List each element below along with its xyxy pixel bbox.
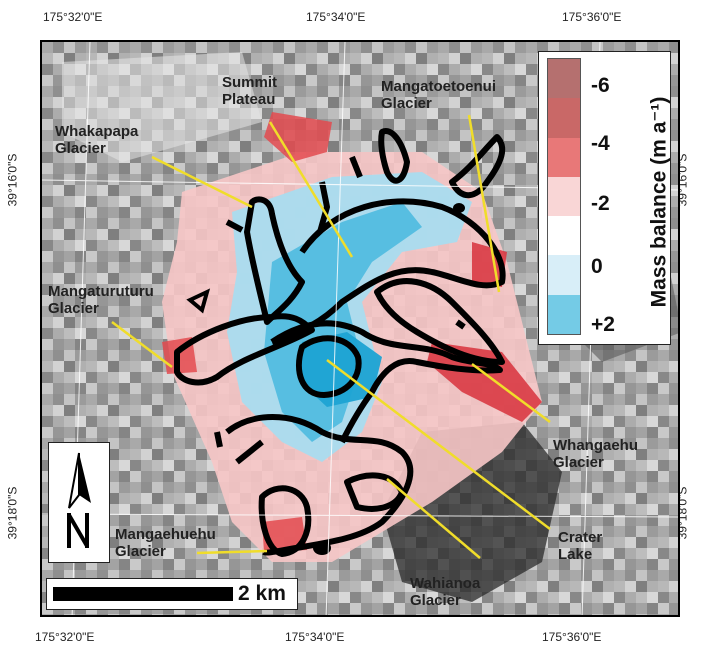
legend-tick: -4 (591, 132, 610, 155)
lon-label-bottom-2: 175°34'0"E (285, 630, 345, 644)
mass-balance-legend: -6 -4 -2 0 +2 Mass balance (m a⁻¹) (538, 51, 671, 345)
lon-label-bottom-3: 175°36'0"E (542, 630, 602, 644)
whakapapa-outline (244, 196, 305, 325)
loss-zone-red-north (264, 112, 332, 162)
legend-swatch (548, 294, 580, 334)
lat-label-left-1: 39°16'0"S (5, 153, 20, 207)
leader-mangaturuturu (111, 321, 173, 368)
glacier-outlines (174, 128, 506, 557)
west-fragment-outline (186, 288, 211, 314)
legend-tick: 0 (591, 255, 603, 278)
lat-label-left-2: 39°18'0"S (5, 486, 20, 540)
leader-whangaehu (471, 362, 551, 424)
legend-swatch (548, 98, 580, 138)
crater-lake-outline (296, 335, 362, 398)
fragment-small-2 (349, 155, 363, 179)
scale-bar-label: 2 km (238, 582, 286, 605)
fragment-small-4 (214, 431, 223, 448)
label-crater-lake: Crater Lake (558, 529, 603, 563)
lon-label-top-1: 175°32'0"E (43, 10, 103, 24)
leader-whakapapa (151, 155, 253, 209)
mangatoetoenui-outline (449, 134, 506, 199)
leader-lines (111, 114, 551, 559)
legend-title: Mass balance (m a⁻¹) (647, 96, 671, 308)
fragment-small-5 (235, 439, 264, 465)
legend-swatch (548, 176, 580, 217)
label-wahianoa-glacier: Wahianoa Glacier (410, 575, 481, 609)
label-whangaehu-glacier: Whangaehu Glacier (553, 437, 638, 471)
lon-label-top-2: 175°34'0"E (306, 10, 366, 24)
whangaehu-outline (374, 278, 505, 365)
legend-swatch (548, 59, 580, 99)
legend-tick: +2 (591, 313, 615, 336)
legend-swatch (548, 216, 580, 256)
leader-wahianoa (386, 478, 481, 559)
fragment-small-3 (225, 219, 244, 233)
southern-blob-1 (313, 541, 331, 555)
mangaturuturu-outline (174, 313, 315, 386)
map-canvas (42, 42, 678, 615)
fragment-small-6 (455, 319, 466, 330)
fragment-small-1 (317, 181, 330, 233)
northern-fragment-outline (378, 128, 410, 184)
label-mangatoetoenui-glacier: Mangatoetoenui Glacier (381, 78, 496, 112)
scale-bar: 2 km (46, 578, 298, 610)
light-terrain-north (62, 52, 262, 162)
leader-summit (268, 121, 354, 258)
main-lobe-outline (270, 320, 503, 444)
leader-mangatoetoenui (467, 114, 501, 293)
legend-tick: -6 (591, 74, 610, 97)
leader-mangaehuehu (196, 549, 268, 555)
label-whakapapa-glacier: Whakapapa Glacier (55, 123, 139, 157)
label-mangaturuturu-glacier: Mangaturuturu Glacier (48, 283, 154, 317)
leader-crater (326, 359, 551, 530)
legend-swatch (548, 255, 580, 295)
summit-plateau-outline (271, 198, 506, 345)
label-mangaehuehu-glacier: Mangaehuehu Glacier (115, 526, 216, 560)
scale-bar-graphic (53, 587, 233, 601)
north-arrow-icon (67, 452, 91, 548)
label-summit-plateau: Summit Plateau (222, 74, 278, 108)
mangaehuehu-outline (258, 485, 312, 557)
lon-label-top-3: 175°36'0"E (562, 10, 622, 24)
southern-blob-2 (453, 203, 465, 213)
legend-color-bar (547, 58, 581, 335)
lon-label-bottom-1: 175°32'0"E (35, 630, 95, 644)
north-arrow (48, 442, 110, 563)
legend-swatch (548, 137, 580, 177)
loss-zone-red-east (427, 342, 542, 422)
legend-tick: -2 (591, 192, 610, 215)
map-frame (40, 40, 680, 617)
